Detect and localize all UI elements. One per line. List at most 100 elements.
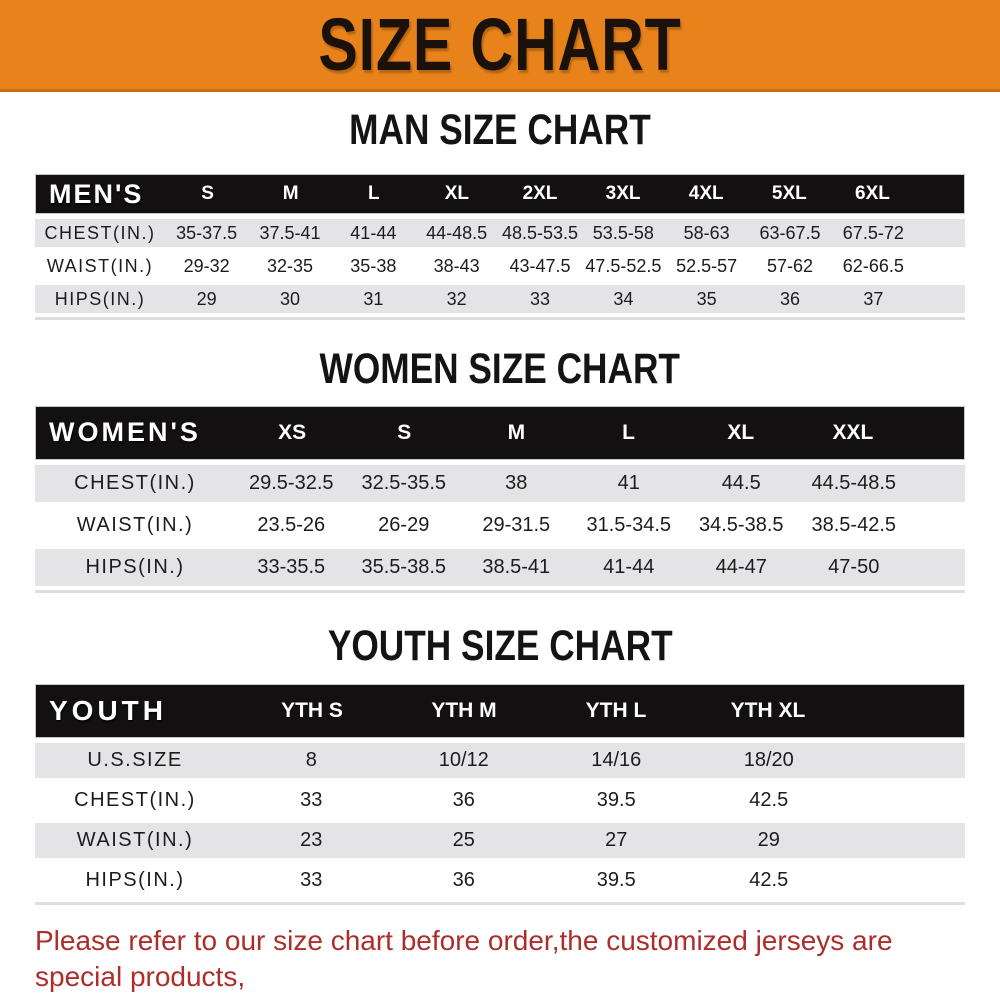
- size-value: 38-43: [433, 255, 480, 276]
- column-header: XL: [444, 183, 470, 205]
- size-value: 33-35.5: [257, 555, 326, 578]
- men-hips-row: HIPS(IN.) 29 30 31 32 33 34 35 36 37: [35, 285, 965, 314]
- size-value: 14/16: [591, 748, 642, 771]
- size-value: 41-44: [350, 222, 397, 243]
- size-value: 44-48.5: [426, 222, 488, 243]
- size-value: 34.5-38.5: [698, 513, 784, 536]
- column-header: M: [507, 420, 526, 444]
- women-waist-row: WAIST(IN.) 23.5-26 26-29 29-31.5 31.5-34…: [35, 507, 965, 544]
- size-value: 23.5-26: [257, 513, 326, 536]
- row-label: U.S.SIZE: [87, 748, 183, 771]
- size-value: 63-67.5: [759, 222, 821, 243]
- size-value: 36: [452, 868, 475, 891]
- disclaimer-line-2: we don't accept cancel, change, teturn o…: [35, 996, 970, 1000]
- size-value: 30: [279, 288, 300, 309]
- size-value: 39.5: [596, 788, 636, 811]
- column-header: 5XL: [771, 183, 807, 205]
- column-header: XL: [727, 420, 755, 444]
- size-value: 67.5-72: [842, 222, 904, 243]
- size-value: 44.5: [721, 471, 761, 494]
- row-label: WAIST(IN.): [46, 255, 154, 276]
- size-value: 53.5-58: [592, 222, 654, 243]
- column-header: YTH M: [431, 698, 497, 722]
- size-value: 43-47.5: [509, 255, 571, 276]
- column-header: XS: [278, 420, 307, 444]
- size-value: 23: [300, 828, 323, 851]
- youth-waist-row: WAIST(IN.) 23 25 27 29: [35, 822, 965, 858]
- size-value: 42.5: [749, 788, 789, 811]
- size-value: 33: [300, 788, 323, 811]
- row-label: WAIST(IN.): [76, 828, 194, 851]
- column-header: YTH XL: [730, 698, 806, 722]
- size-value: 37: [863, 288, 884, 309]
- men-header-row: MEN'S S M L XL 2XL 3XL 4XL 5XL 6XL: [35, 174, 965, 215]
- row-label: CHEST(IN.): [44, 222, 156, 243]
- size-value: 33: [529, 288, 550, 309]
- row-label: HIPS(IN.): [54, 288, 146, 309]
- size-value: 34: [613, 288, 634, 309]
- size-value: 29-32: [183, 255, 230, 276]
- column-header: 4XL: [688, 183, 724, 205]
- size-value: 62-66.5: [842, 255, 904, 276]
- size-value: 10/12: [438, 748, 489, 771]
- column-header: S: [201, 183, 214, 205]
- size-value: 31: [363, 288, 384, 309]
- size-value: 37.5-41: [259, 222, 321, 243]
- size-value: 29-31.5: [482, 513, 551, 536]
- size-value: 48.5-53.5: [501, 222, 579, 243]
- size-value: 39.5: [596, 868, 636, 891]
- size-value: 57-62: [766, 255, 814, 276]
- women-hips-row: HIPS(IN.) 33-35.5 35.5-38.5 38.5-41 41-4…: [35, 548, 965, 586]
- column-header: S: [397, 420, 412, 444]
- column-header: YTH S: [281, 698, 343, 722]
- column-header: 2XL: [522, 183, 558, 205]
- size-value: 41-44: [603, 555, 655, 578]
- size-value: 32: [446, 288, 467, 309]
- women-chest-row: CHEST(IN.) 29.5-32.5 32.5-35.5 38 41 44.…: [35, 464, 965, 502]
- size-value: 47.5-52.5: [585, 255, 662, 276]
- row-label: CHEST(IN.): [74, 471, 196, 494]
- row-label: HIPS(IN.): [85, 868, 185, 891]
- women-corner-label: WOMEN'S: [49, 417, 201, 448]
- size-value: 27: [605, 828, 628, 851]
- size-value: 47-50: [828, 555, 880, 578]
- column-header: 6XL: [855, 183, 890, 205]
- size-value: 38: [505, 471, 528, 494]
- youth-size-table: YOUTH YTH S YTH M YTH L YTH XL U.S.SIZE …: [35, 683, 965, 905]
- youth-corner-label: YOUTH: [49, 694, 167, 726]
- size-value: 29: [757, 828, 780, 851]
- column-header: XXL: [832, 420, 874, 444]
- size-value: 38.5-41: [482, 555, 551, 578]
- size-value: 35-38: [350, 255, 397, 276]
- size-value: 36: [779, 288, 800, 309]
- size-value: 25: [452, 828, 475, 851]
- banner: SIZE CHART: [0, 0, 1000, 92]
- column-header: 3XL: [605, 183, 641, 205]
- disclaimer-line-1: Please refer to our size chart before or…: [35, 924, 893, 993]
- women-size-table: WOMEN'S XS S M L XL XXL CHEST(IN.) 29.5-…: [35, 405, 965, 593]
- size-value: 18/20: [743, 748, 794, 771]
- size-value: 8: [305, 748, 317, 771]
- women-section-heading: WOMEN SIZE CHART: [319, 345, 681, 394]
- youth-section-heading: YOUTH SIZE CHART: [327, 621, 673, 670]
- men-size-table: MEN'S S M L XL 2XL 3XL 4XL 5XL 6XL CHEST…: [35, 174, 965, 321]
- size-value: 32-35: [266, 255, 314, 276]
- page-title: SIZE CHART: [318, 2, 682, 86]
- youth-hips-row: HIPS(IN.) 33 36 39.5 42.5: [35, 863, 965, 898]
- size-value: 41: [617, 471, 640, 494]
- row-label: CHEST(IN.): [74, 788, 196, 811]
- column-header: M: [282, 183, 299, 205]
- column-header: L: [367, 183, 380, 205]
- size-value: 35.5-38.5: [361, 555, 446, 578]
- size-value: 52.5-57: [676, 255, 738, 276]
- size-value: 32.5-35.5: [361, 471, 446, 494]
- men-corner-label: MEN'S: [49, 178, 144, 209]
- size-value: 26-29: [378, 513, 430, 536]
- size-value: 42.5: [749, 868, 789, 891]
- size-value: 29.5-32.5: [248, 471, 334, 494]
- men-chest-row: CHEST(IN.) 35-37.5 37.5-41 41-44 44-48.5…: [35, 219, 965, 248]
- disclaimer-text: Please refer to our size chart before or…: [35, 923, 970, 1000]
- size-value: 33: [300, 868, 323, 891]
- column-header: L: [622, 420, 635, 444]
